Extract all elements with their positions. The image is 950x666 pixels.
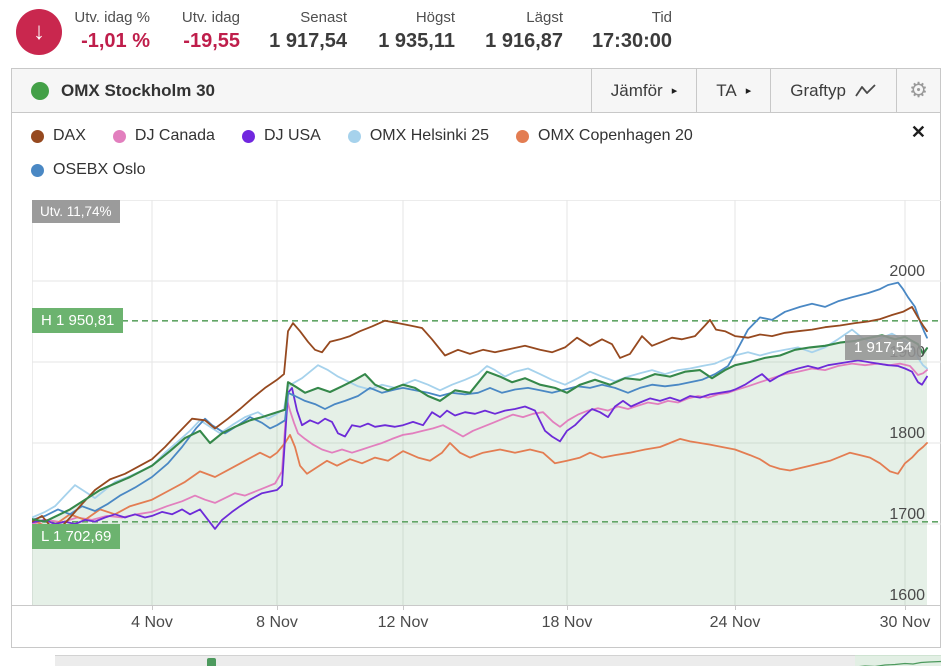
- graftyp-label: Graftyp: [790, 80, 846, 100]
- legend-item-dax[interactable]: DAX: [31, 127, 86, 145]
- stat-label: Senast: [300, 9, 347, 26]
- series-label: OMX Copenhagen 20: [538, 127, 693, 144]
- chart-toolbar: OMX Stockholm 30 Jämför ▸ TA ▸ Graftyp ⚙: [12, 68, 940, 113]
- graftyp-button[interactable]: Graftyp: [770, 68, 896, 113]
- toolbar-buttons: Jämför ▸ TA ▸ Graftyp: [590, 68, 896, 113]
- stat-value: -19,55: [183, 30, 240, 52]
- series-label: DJ Canada: [134, 127, 215, 144]
- expand-triangle-icon: ▸: [671, 85, 678, 97]
- series-label: DJ USA: [263, 127, 321, 144]
- stat-label: Utv. idag: [181, 9, 240, 26]
- legend-row: OSEBX Oslo: [12, 153, 940, 187]
- stat-value: 1 916,87: [485, 30, 563, 52]
- ta-button[interactable]: TA ▸: [696, 68, 770, 113]
- legend-item-dj-usa[interactable]: DJ USA: [241, 127, 321, 145]
- stat-value: 1 935,11: [378, 30, 455, 52]
- stat-label: Lägst: [526, 9, 563, 26]
- down-arrow-glyph: ↓: [33, 18, 45, 45]
- stat-value: 1 917,54: [269, 30, 347, 52]
- navigator-bar[interactable]: [55, 655, 941, 666]
- stat-column: Högst 1 935,11: [378, 9, 455, 53]
- ta-label: TA: [716, 80, 737, 100]
- series-label: OSEBX Oslo: [53, 161, 146, 178]
- stat-label: Utv. idag %: [74, 9, 150, 26]
- legend-row: DAX DJ Canada DJ USA OMX Helsinki 25 OMX Cop…: [12, 119, 940, 153]
- legend-item-omx-helsinki-25[interactable]: OMX Helsinki 25: [347, 127, 490, 145]
- jamfor-label: Jämför: [610, 80, 663, 100]
- legend-item-dj-canada[interactable]: DJ Canada: [112, 127, 215, 145]
- stat-value: 17:30:00: [591, 30, 672, 52]
- legend-item-osebx-oslo[interactable]: OSEBX Oslo: [31, 161, 145, 179]
- close-compare-button[interactable]: ✕: [911, 121, 926, 143]
- legend-item-omx-copenhagen-20[interactable]: OMX Copenhagen 20: [516, 127, 693, 145]
- jamfor-button[interactable]: Jämför ▸: [590, 68, 697, 113]
- line-chart-icon: [855, 84, 876, 97]
- series-label: OMX Helsinki 25: [369, 127, 490, 144]
- settings-button[interactable]: ⚙: [896, 68, 940, 113]
- series-color-dot: [516, 129, 530, 143]
- stat-label: Tid: [651, 9, 672, 26]
- series-color-dot: [31, 163, 44, 177]
- navigator-green-mark: [207, 658, 216, 666]
- chart-widget-frame: OMX Stockholm 30 Jämför ▸ TA ▸ Graftyp ⚙ DAX…: [11, 68, 941, 648]
- mini-sparkline: [858, 660, 941, 666]
- series-color-dot: [31, 129, 44, 143]
- stat-column: Lägst 1 916,87: [485, 9, 563, 53]
- series-label: DAX: [53, 127, 86, 144]
- stat-value: -1,01 %: [81, 30, 150, 52]
- stats-bar: ↓ Utv. idag % -1,01 % Utv. idag -19,55 Senas…: [0, 0, 950, 62]
- series-color-dot: [241, 129, 255, 143]
- compare-legend: DAX DJ Canada DJ USA OMX Helsinki 25 OMX Cop…: [12, 113, 940, 187]
- stat-column: Utv. idag % -1,01 %: [74, 9, 150, 53]
- navigator-strip[interactable]: [11, 655, 941, 666]
- navigator-mini-chart: [855, 655, 941, 666]
- expand-triangle-icon: ▸: [745, 85, 752, 97]
- price-down-arrow-icon[interactable]: ↓: [16, 9, 62, 55]
- series-color-dot: [347, 129, 361, 143]
- gear-icon: ⚙: [909, 79, 928, 102]
- series-color-dot: [112, 129, 126, 143]
- stat-column: Utv. idag -19,55: [182, 9, 240, 53]
- instrument-title: OMX Stockholm 30: [61, 80, 215, 100]
- legend-rows: DAX DJ Canada DJ USA OMX Helsinki 25 OMX Cop…: [12, 119, 940, 187]
- instrument-color-dot: [31, 81, 49, 100]
- stat-column: Senast 1 917,54: [269, 9, 347, 53]
- stat-column: Tid 17:30:00: [592, 9, 672, 53]
- stat-label: Högst: [415, 9, 455, 26]
- close-icon: ✕: [910, 122, 926, 142]
